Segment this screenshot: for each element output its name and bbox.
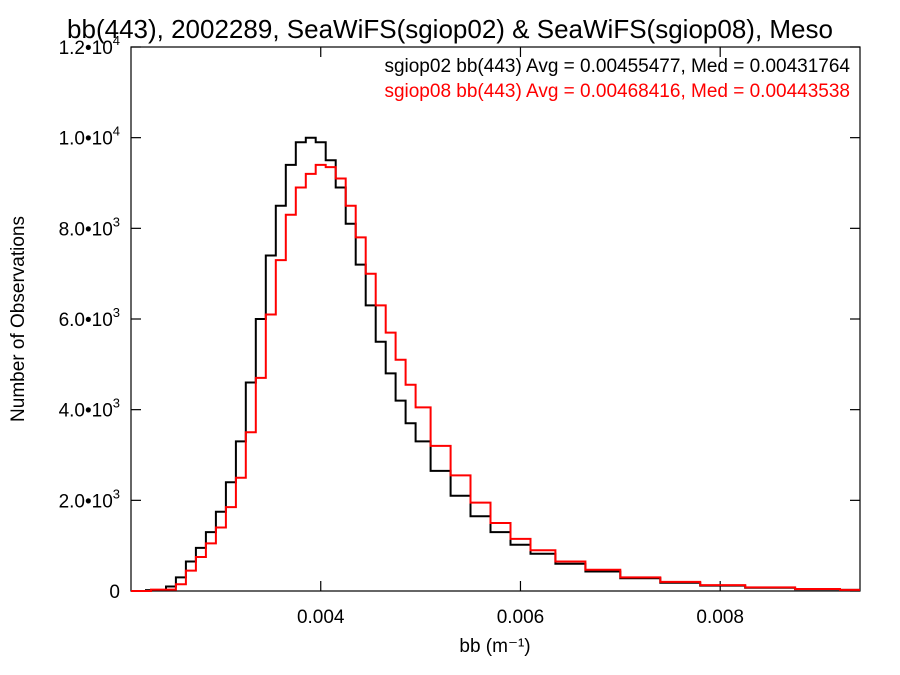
y-tick-mantissa: 4.0•10 [59, 401, 113, 422]
y-tick-exponent: 4 [113, 124, 120, 139]
y-tick-mantissa: 8.0•10 [59, 219, 113, 240]
y-tick-mantissa: 2.0•10 [59, 491, 113, 512]
y-tick-mantissa: 6.0•10 [59, 310, 113, 331]
y-tick-label: 1.0•104 [59, 124, 120, 150]
y-tick-label: 8.0•103 [59, 214, 120, 240]
y-tick-mantissa: 0 [109, 582, 120, 603]
y-tick-exponent: 3 [113, 214, 120, 229]
y-tick-exponent: 3 [113, 486, 120, 501]
x-tick-label: 0.008 [696, 607, 744, 628]
y-axis-label: Number of Observations [8, 216, 29, 422]
series-line-1 [131, 163, 860, 592]
legend-entry-sgiop02: sgiop02 bb(443) Avg = 0.00455477, Med = … [384, 56, 850, 77]
y-tick-label: 4.0•103 [59, 396, 120, 422]
y-tick-label: 6.0•103 [59, 305, 120, 331]
chart-title: bb(443), 2002289, SeaWiFS(sgiop02) & Sea… [67, 14, 833, 44]
y-tick-label: 2.0•103 [59, 486, 120, 512]
y-tick-mantissa: 1.0•10 [59, 129, 113, 150]
x-tick-label: 0.006 [497, 607, 545, 628]
y-tick-mantissa: 1.2•10 [59, 38, 113, 59]
series-layer [131, 136, 860, 592]
y-tick-exponent: 3 [113, 305, 120, 320]
series-line-0 [131, 136, 860, 592]
y-tick-label: 0 [109, 582, 120, 603]
legend-entry-sgiop08: sgiop08 bb(443) Avg = 0.00468416, Med = … [384, 81, 850, 102]
y-tick-label: 1.2•104 [59, 33, 120, 59]
x-tick-label: 0.004 [297, 607, 345, 628]
plot-frame [130, 46, 861, 592]
y-tick-exponent: 3 [113, 396, 120, 411]
axes: 0.004 0.006 0.00802.0•1034.0•1036.0•1038.0… [59, 33, 860, 628]
x-axis-label: bb (m⁻¹) [459, 636, 530, 657]
y-tick-exponent: 4 [113, 33, 120, 48]
